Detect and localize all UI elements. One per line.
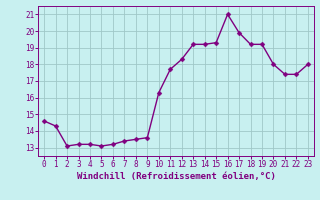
X-axis label: Windchill (Refroidissement éolien,°C): Windchill (Refroidissement éolien,°C) bbox=[76, 172, 276, 181]
